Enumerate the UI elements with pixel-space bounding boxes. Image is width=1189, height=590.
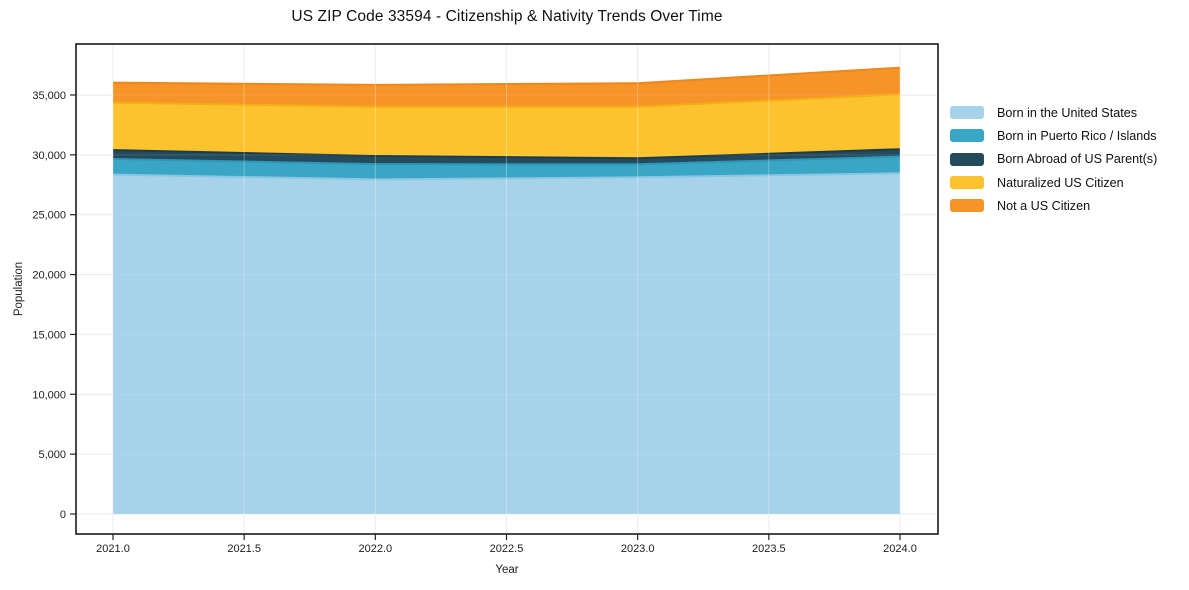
y-tick-label: 5,000 (38, 449, 66, 461)
y-tick-label: 30,000 (32, 150, 66, 162)
ticks: 0 5,000 10,000 15,000 20,000 25,000 30,000 35,0… (32, 90, 916, 555)
y-tick-label: 35,000 (32, 90, 66, 102)
area-naturalized-us-citizen (113, 94, 900, 159)
y-tick-label: 15,000 (32, 329, 66, 341)
y-tick-label: 20,000 (32, 270, 66, 282)
y-tick-label: 0 (60, 509, 66, 521)
y-axis-label: Population (13, 262, 25, 316)
area-edge-born-abroad-of-us-parent-s (112, 148, 901, 160)
area-edge-not-a-us-citizen (112, 66, 901, 86)
area-edge-naturalized-us-citizen (112, 93, 901, 108)
x-tick-label: 2021.5 (227, 543, 261, 555)
x-tick-label: 2022.0 (359, 543, 393, 555)
area-born-abroad-of-us-parent-s (113, 149, 900, 165)
legend-swatch (950, 176, 984, 190)
y-tick-label: 10,000 (32, 389, 66, 401)
legend-label: Naturalized US Citizen (997, 175, 1124, 190)
x-tick-label: 2023.0 (621, 543, 655, 555)
legend-label: Born in the United States (997, 105, 1138, 120)
x-tick-label: 2023.5 (752, 543, 786, 555)
legend-swatch (950, 129, 984, 143)
legend-item: Born in the United States (950, 101, 1157, 124)
x-tick-label: 2024.0 (883, 543, 917, 555)
area-born-in-puerto-rico-islands (113, 156, 900, 180)
legend-item: Not a US Citizen (950, 194, 1157, 217)
gridlines-overlay (76, 44, 938, 534)
x-tick-label: 2022.5 (490, 543, 524, 555)
area-edges-group (112, 66, 901, 181)
legend-swatch (950, 152, 984, 166)
area-not-a-us-citizen (113, 67, 900, 107)
legend-swatch (950, 106, 984, 120)
legend-item: Born Abroad of US Parent(s) (950, 148, 1157, 171)
legend-item: Born in Puerto Rico / Islands (950, 124, 1157, 147)
legend: Born in the United States Born in Puerto … (950, 101, 1157, 217)
area-edge-born-in-the-united-states (112, 172, 901, 181)
legend-swatch (950, 199, 984, 213)
x-tick-label: 2021.0 (96, 543, 130, 555)
legend-label: Born in Puerto Rico / Islands (997, 128, 1157, 143)
y-tick-label: 25,000 (32, 210, 66, 222)
area-series-group (113, 67, 900, 515)
area-born-in-the-united-states (113, 173, 900, 515)
legend-label: Not a US Citizen (997, 198, 1091, 213)
area-edge-born-in-puerto-rico-islands (112, 155, 901, 166)
legend-item: Naturalized US Citizen (950, 171, 1157, 194)
legend-label: Born Abroad of US Parent(s) (997, 152, 1158, 167)
x-axis-label: Year (495, 564, 518, 576)
chart-title: US ZIP Code 33594 - Citizenship & Nativi… (291, 8, 723, 25)
